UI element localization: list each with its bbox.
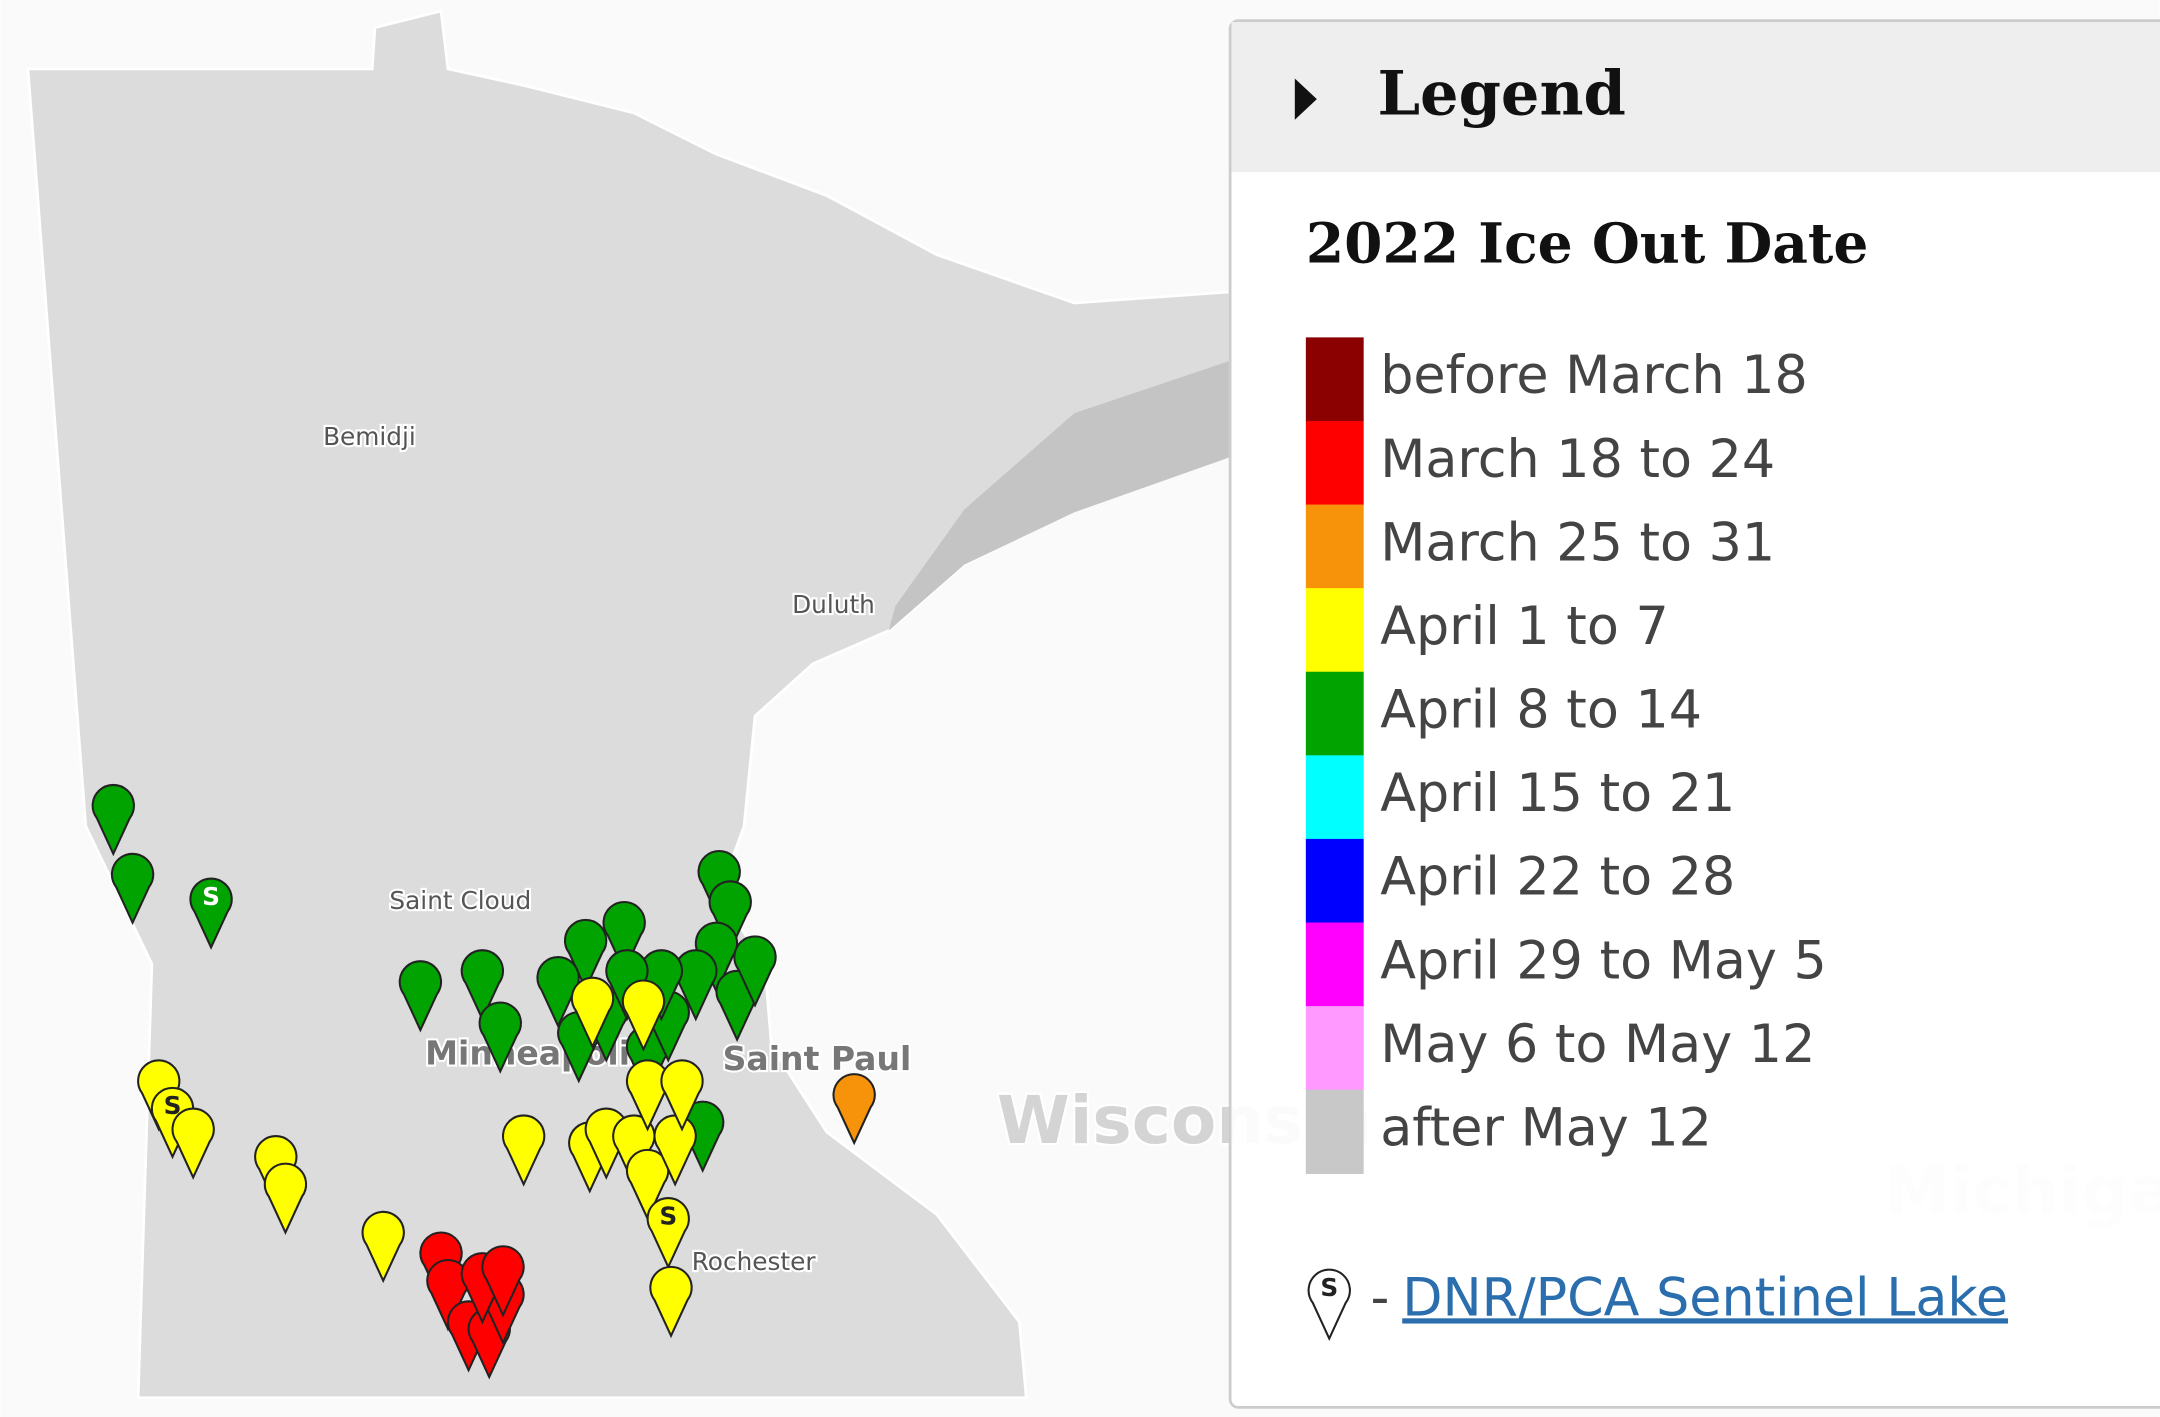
sentinel-dash: - <box>1371 1267 1390 1328</box>
lake-marker <box>110 852 155 926</box>
legend-label: April 15 to 21 <box>1380 763 1735 824</box>
lake-marker <box>563 918 608 992</box>
legend-header[interactable] <box>1231 22 2160 173</box>
lake-marker <box>625 1148 670 1222</box>
legend-label: before March 18 <box>1380 345 1808 406</box>
place-label: Saint Cloud <box>389 886 531 915</box>
legend-swatch <box>1305 1089 1364 1174</box>
place-label: Bemidji <box>323 422 416 451</box>
lake-marker <box>605 949 649 1022</box>
lake-marker <box>536 956 580 1029</box>
sentinel-letter: S <box>1320 1273 1338 1302</box>
legend-title: 2022 Ice Out Date <box>1306 211 1869 276</box>
legend-panel <box>1228 19 2160 1409</box>
legend-swatch <box>1305 420 1364 506</box>
lake-marker <box>708 880 752 953</box>
lake-marker <box>570 976 615 1050</box>
lake-marker <box>602 901 646 974</box>
legend-swatch <box>1305 838 1364 924</box>
place-label: Saint Paul <box>723 1039 912 1078</box>
sentinel-link[interactable]: DNR/PCA Sentinel Lake <box>1402 1267 2008 1328</box>
lake-marker <box>502 1114 546 1187</box>
legend-swatch <box>1305 337 1364 422</box>
lake-marker <box>478 1001 522 1074</box>
lake-marker <box>832 1073 876 1146</box>
lake-marker <box>171 1107 215 1180</box>
legend-toggle-arrow[interactable] <box>1294 78 1317 120</box>
lake-superior <box>888 360 1231 631</box>
legend-header-text[interactable]: Legend <box>1377 59 1625 130</box>
legend-swatch <box>1305 588 1364 673</box>
lake-marker <box>460 949 504 1022</box>
lake-marker <box>649 1265 693 1339</box>
lake-marker <box>733 935 777 1008</box>
legend-swatch <box>1305 922 1364 1007</box>
legend-label: April 29 to May 5 <box>1380 930 1827 991</box>
lake-marker <box>263 1162 308 1235</box>
legend-label: after May 12 <box>1380 1097 1712 1158</box>
legend-label: March 18 to 24 <box>1380 429 1775 490</box>
legend-label: March 25 to 31 <box>1380 512 1775 573</box>
lake-marker <box>91 783 135 857</box>
legend-swatch <box>1305 1006 1364 1091</box>
lake-marker <box>621 979 666 1052</box>
sentinel-icon <box>1307 1268 1351 1341</box>
lake-marker <box>646 1197 690 1270</box>
lake-marker <box>481 1245 525 1318</box>
legend-swatch <box>1305 755 1364 840</box>
legend-label: May 6 to May 12 <box>1380 1014 1815 1075</box>
legend-swatch <box>1305 671 1364 757</box>
lake-marker <box>361 1210 405 1284</box>
place-label: Rochester <box>692 1247 817 1276</box>
legend-label: April 1 to 7 <box>1380 596 1669 657</box>
lake-marker <box>660 1059 704 1132</box>
place-label: Duluth <box>792 590 875 619</box>
lake-marker <box>189 877 233 950</box>
legend-swatch <box>1305 504 1364 589</box>
legend-label: April 22 to 28 <box>1380 847 1735 908</box>
sentinel-letter: S <box>164 1091 182 1120</box>
legend-label: April 8 to 14 <box>1380 680 1702 741</box>
lake-marker <box>398 960 443 1033</box>
sentinel-letter: S <box>202 882 220 911</box>
sentinel-letter: S <box>659 1201 677 1230</box>
